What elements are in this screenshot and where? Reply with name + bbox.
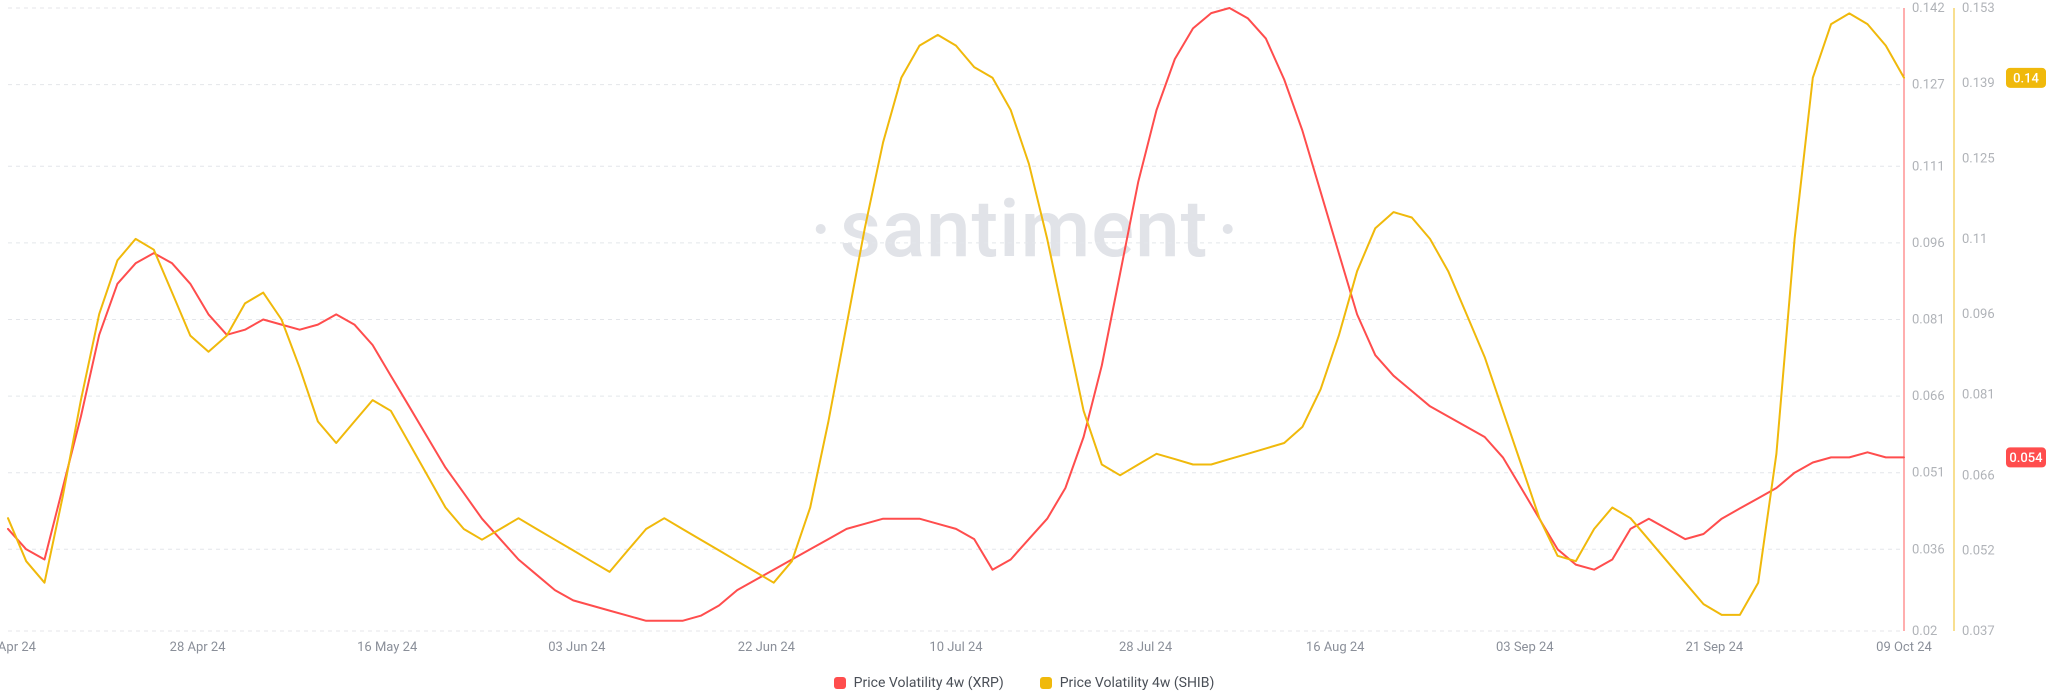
y-tick-label-shib: 0.125 [1962, 151, 1995, 166]
y-tick-label-shib: 0.096 [1962, 307, 1995, 322]
x-tick-label: 16 May 24 [357, 640, 418, 655]
y-tick-label-shib: 0.11 [1962, 232, 1987, 247]
y-tick-label-shib: 0.066 [1962, 468, 1995, 483]
x-tick-label: 22 Jun 24 [738, 640, 796, 655]
legend-label-shib: Price Volatility 4w (SHIB) [1060, 675, 1215, 691]
series-line-xrp [8, 8, 1904, 621]
x-tick-label: 28 Jul 24 [1119, 640, 1173, 655]
series-line-shib [8, 13, 1904, 615]
x-tick-label: 10 Jul 24 [929, 640, 983, 655]
chart-svg: 09 Apr 24 28 Apr 24 16 May 24 03 Jun 24 22 J… [0, 0, 2048, 693]
value-badge-text-shib: 0.14 [2013, 71, 2039, 86]
y-tick-label-xrp: 0.036 [1912, 542, 1945, 557]
y-tick-label-shib: 0.081 [1962, 388, 1995, 403]
legend-label-xrp: Price Volatility 4w (XRP) [854, 675, 1004, 691]
y-tick-label-shib: 0.153 [1962, 1, 1995, 16]
volatility-chart: santiment 09 Apr 2428 Apr 2416 May 2403 … [0, 0, 2048, 693]
y-tick-label-xrp: 0.066 [1912, 389, 1945, 404]
x-tick-label: 21 Sep 24 [1686, 640, 1744, 655]
y-tick-label-shib: 0.139 [1962, 76, 1995, 91]
legend-item-xrp[interactable]: Price Volatility 4w (XRP) [834, 675, 1004, 691]
x-tick-label: 09 Oct 24 [1876, 640, 1932, 655]
y-tick-label-xrp: 0.02 [1912, 624, 1937, 639]
x-tick-label: 03 Sep 24 [1496, 640, 1554, 655]
legend-swatch-xrp [834, 677, 846, 689]
legend-swatch-shib [1040, 677, 1052, 689]
legend-item-shib[interactable]: Price Volatility 4w (SHIB) [1040, 675, 1215, 691]
y-tick-label-xrp: 0.051 [1912, 466, 1945, 481]
value-badge-text-xrp: 0.054 [2009, 451, 2043, 466]
y-tick-label-xrp: 0.081 [1912, 313, 1945, 328]
x-tick-label: 28 Apr 24 [170, 640, 227, 655]
x-tick-label: 09 Apr 24 [0, 640, 37, 655]
x-tick-label: 03 Jun 24 [548, 640, 606, 655]
y-tick-label-xrp: 0.127 [1912, 78, 1945, 93]
y-tick-label-xrp: 0.142 [1912, 1, 1945, 16]
y-tick-label-shib: 0.052 [1962, 543, 1995, 558]
y-tick-label-xrp: 0.096 [1912, 236, 1945, 251]
chart-legend: Price Volatility 4w (XRP) Price Volatili… [0, 675, 2048, 691]
y-tick-label-xrp: 0.111 [1912, 159, 1945, 174]
y-tick-label-shib: 0.037 [1962, 624, 1995, 639]
x-tick-label: 16 Aug 24 [1306, 640, 1365, 655]
